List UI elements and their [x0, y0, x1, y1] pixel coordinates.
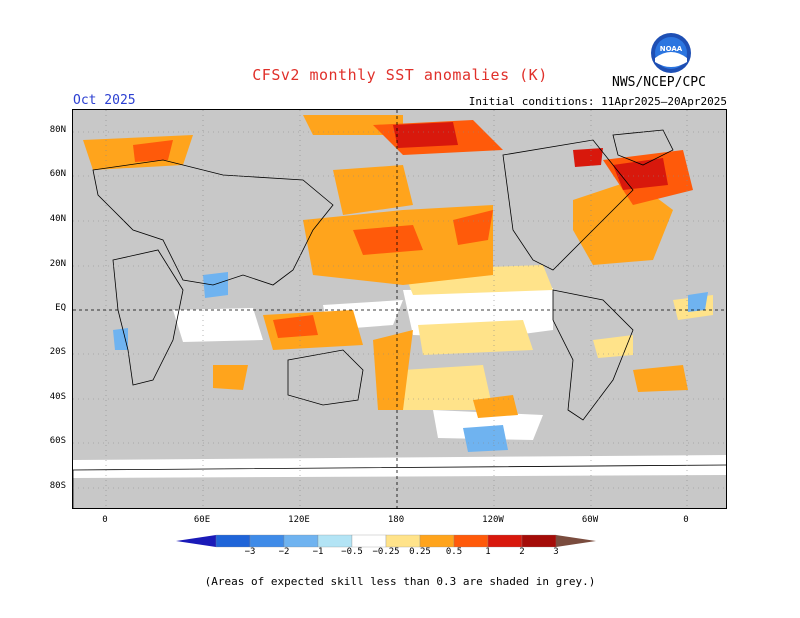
colorbar-tick-label: 0.25 — [409, 547, 431, 557]
lat-label: 40S — [49, 392, 66, 402]
svg-text:NOAA: NOAA — [660, 45, 683, 53]
colorbar — [176, 533, 626, 552]
skill-note: (Areas of expected skill less than 0.3 a… — [204, 575, 596, 588]
colorbar-tick-label: −2 — [278, 547, 290, 557]
colorbar-tick-label: 0.5 — [445, 547, 463, 557]
colorbar-swatch — [283, 534, 319, 548]
colorbar-tick-label: −0.25 — [372, 547, 400, 557]
colorbar-arrow-high — [556, 535, 596, 547]
colorbar-arrow-low — [176, 535, 216, 547]
sst-anomaly-map — [72, 109, 727, 509]
lat-label: 20S — [49, 347, 66, 357]
lat-label: 60S — [49, 436, 66, 446]
very-strong-positive-regions — [393, 122, 668, 190]
noaa-logo: NOAA — [650, 32, 692, 74]
lon-label: 120W — [482, 515, 504, 525]
lon-label: 60E — [193, 515, 211, 525]
colorbar-swatch — [419, 534, 455, 548]
colorbar-tick-label: 1 — [485, 547, 491, 557]
colorbar-tick-label: 3 — [553, 547, 559, 557]
lon-label: 180 — [387, 515, 405, 525]
lon-label: 0 — [683, 515, 689, 525]
colorbar-tick-label: 2 — [519, 547, 525, 557]
colorbar-tick-label: −0.5 — [341, 547, 363, 557]
colorbar-swatch — [385, 534, 421, 548]
lat-label: 40N — [49, 214, 66, 224]
colorbar-swatch — [249, 534, 285, 548]
colorbar-swatch — [317, 534, 353, 548]
negative-regions — [113, 272, 708, 452]
colorbar-swatch — [487, 534, 523, 548]
initial-conditions: Initial conditions: 11Apr2025–20Apr2025 — [468, 95, 727, 108]
lat-label: 20N — [49, 259, 66, 269]
agency-label: NWS/NCEP/CPC — [612, 75, 706, 90]
colorbar-tick-label: −1 — [312, 547, 324, 557]
lon-label: 60W — [581, 515, 599, 525]
lat-label: EQ — [55, 303, 66, 313]
lat-label: 60N — [49, 169, 66, 179]
map-title: CFSv2 monthly SST anomalies (K) — [252, 66, 548, 84]
colorbar-swatch — [453, 534, 489, 548]
colorbar-swatch — [215, 534, 251, 548]
lat-label: 80S — [49, 481, 66, 491]
lat-label: 80N — [49, 125, 66, 135]
lon-label: 120E — [288, 515, 310, 525]
colorbar-swatch — [351, 534, 387, 548]
colorbar-swatch — [521, 534, 557, 548]
lon-label: 0 — [102, 515, 108, 525]
colorbar-tick-label: −3 — [244, 547, 256, 557]
valid-month: Oct 2025 — [73, 93, 136, 108]
